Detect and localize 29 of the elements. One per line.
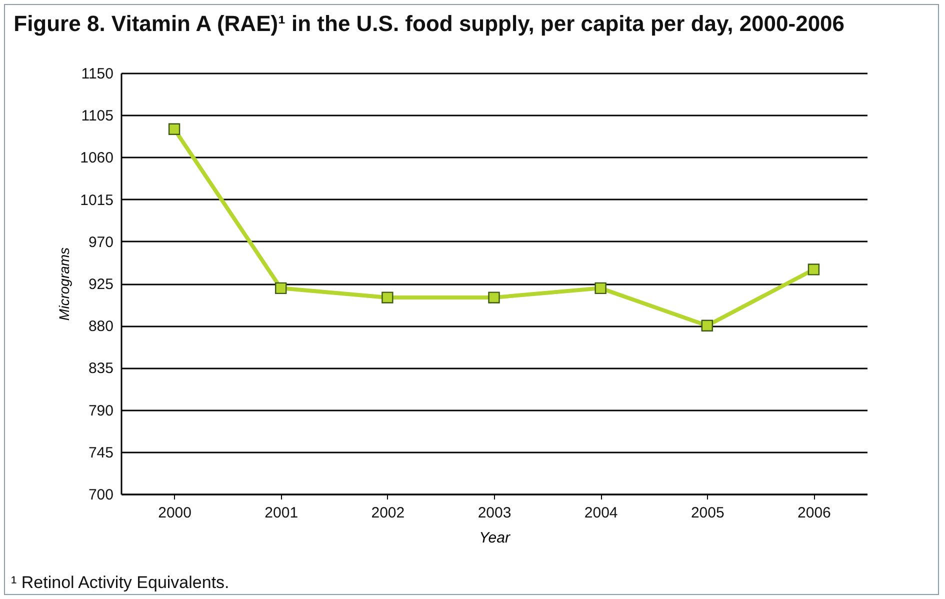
y-tick-label: 1150 xyxy=(81,66,114,82)
point xyxy=(594,282,606,294)
x-axis-title: Year xyxy=(479,530,511,546)
text: ¹ Retinol Activity Equivalents. xyxy=(11,573,230,593)
x-tick-label: 2000 xyxy=(158,504,192,522)
chart-title: Figure 8. Vitamin A (RAE)¹ in the U.S. food supply, per capita per day, 2000-2006 xyxy=(14,11,845,36)
x-tick-label: 2006 xyxy=(798,504,831,522)
y-tick-label: 925 xyxy=(88,276,114,293)
y-tick-label: 970 xyxy=(88,234,114,251)
y-axis-title: Micrograms xyxy=(56,247,72,321)
y-tick-label: 835 xyxy=(88,360,114,378)
point xyxy=(488,292,500,304)
y-tick-label: 880 xyxy=(88,318,114,336)
y-tick-label: 1015 xyxy=(80,192,114,209)
x-tick-label: 2001 xyxy=(264,504,298,522)
y-tick-label: 745 xyxy=(88,444,114,462)
y-tick-label: 790 xyxy=(88,402,114,420)
y-tick-label: 700 xyxy=(88,486,114,504)
x-tick-label: 2005 xyxy=(690,504,724,522)
point xyxy=(701,320,713,332)
y-tick-label: 1105 xyxy=(81,108,114,125)
point xyxy=(382,292,394,304)
x-tick-label: 2003 xyxy=(478,504,512,522)
point xyxy=(808,264,820,276)
x-tick-label: 2002 xyxy=(371,504,405,522)
point xyxy=(168,123,180,135)
y-tick-label: 1060 xyxy=(80,150,114,167)
point xyxy=(275,282,287,294)
x-tick-label: 2004 xyxy=(584,504,618,522)
